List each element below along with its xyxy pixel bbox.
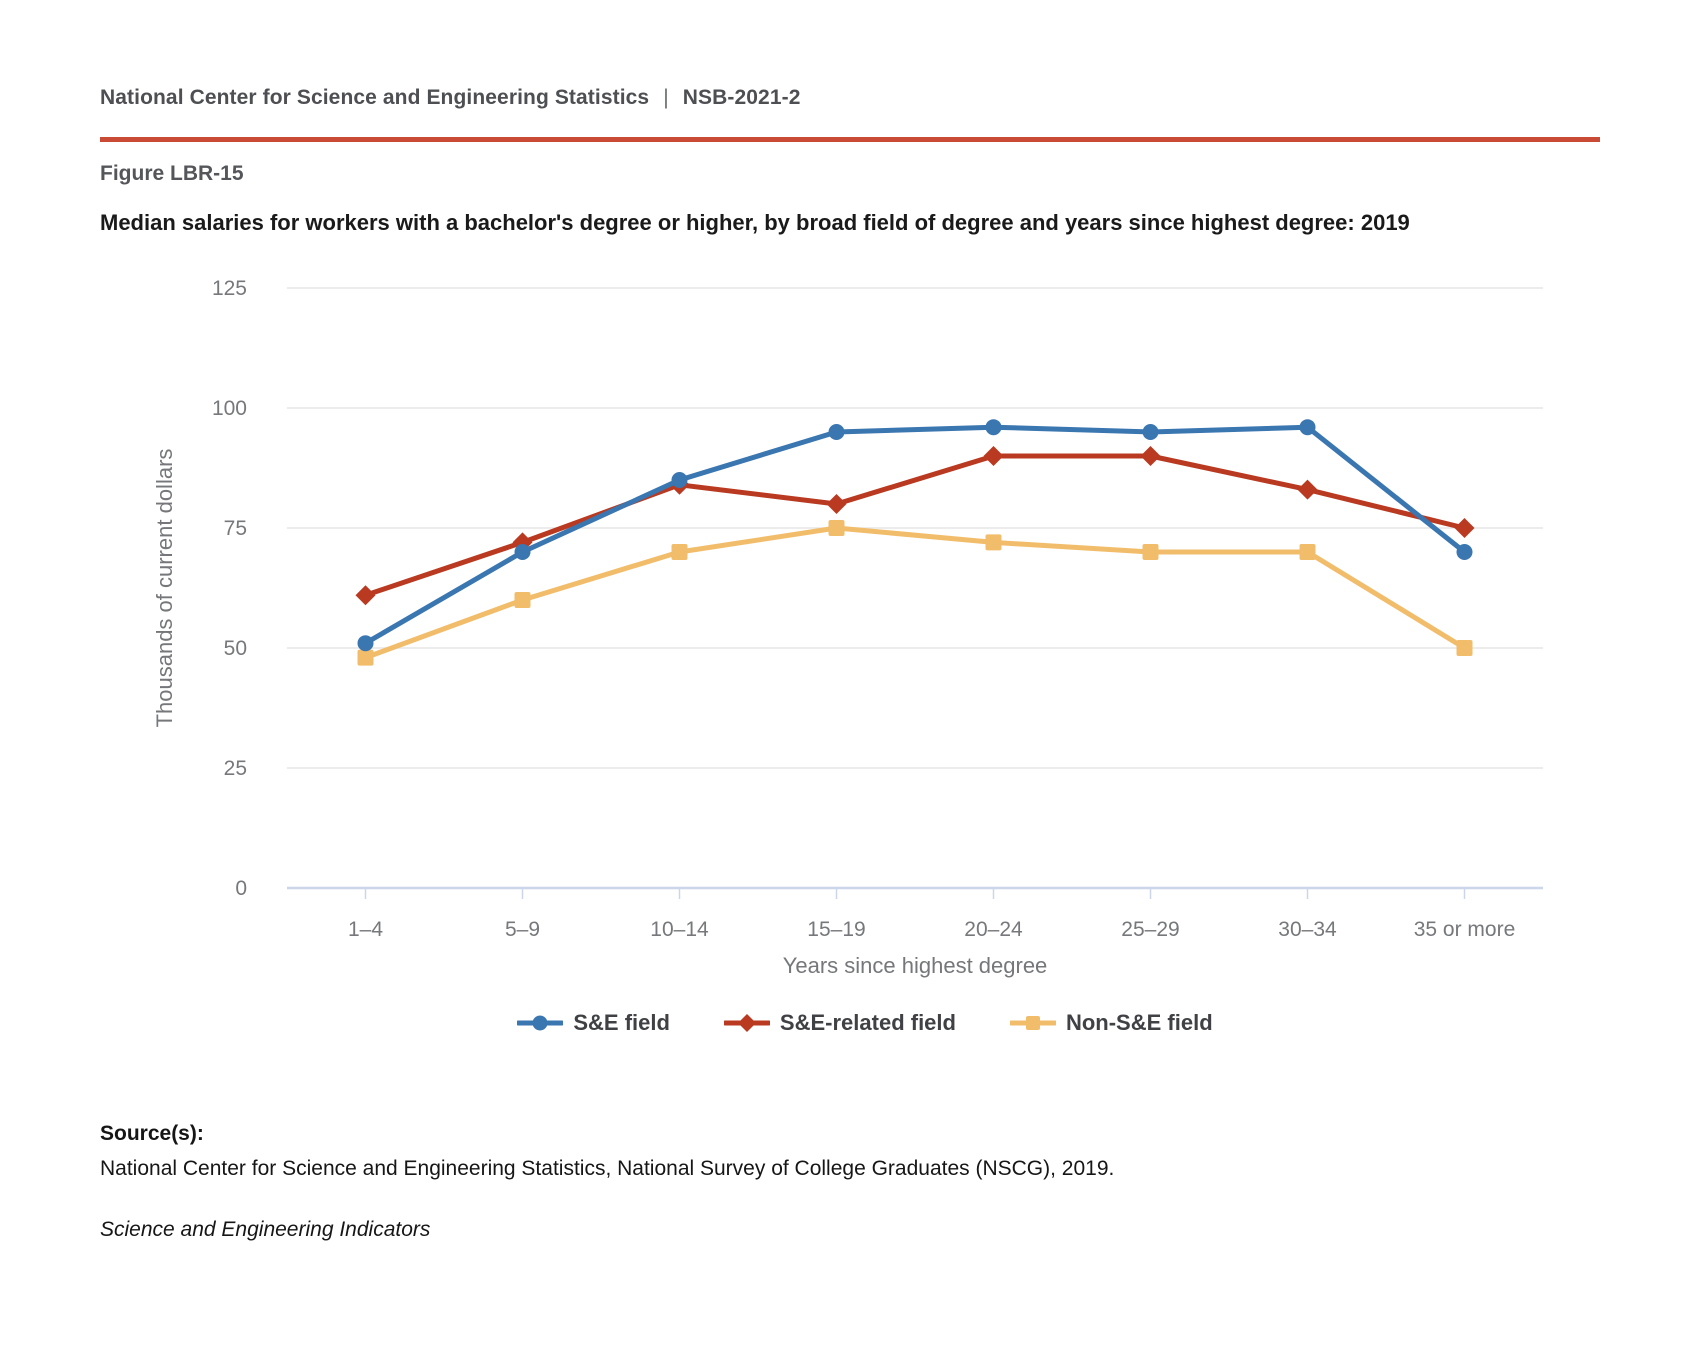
legend-marker-se-field: [517, 1015, 564, 1031]
marker-se-field-6[interactable]: [1299, 419, 1316, 436]
marker-se-field-5[interactable]: [1142, 424, 1159, 440]
source-block: Source(s): National Center for Science a…: [0, 1122, 1700, 1242]
header-separator: |: [663, 86, 669, 109]
series-non-se-field: [357, 520, 1473, 666]
source-credit: Science and Engineering Indicators: [100, 1218, 431, 1242]
marker-se-field-1[interactable]: [514, 544, 531, 560]
marker-non-se-field-2[interactable]: [671, 544, 688, 560]
legend-marker-non-se-field: [1009, 1016, 1056, 1030]
marker-non-se-field-0[interactable]: [357, 649, 374, 666]
legend-item-se-field[interactable]: S&E field: [517, 1010, 670, 1036]
marker-se-field-7[interactable]: [1456, 544, 1473, 560]
legend-marker-se-related-field: [723, 1014, 770, 1032]
marker-se-related-field-6[interactable]: [1297, 479, 1318, 500]
x-tick-label-1-4: 1–4: [348, 918, 383, 941]
x-tick-label-15-19: 15–19: [807, 918, 865, 941]
marker-non-se-field-5[interactable]: [1142, 544, 1159, 560]
x-tick-label-20-24: 20–24: [964, 918, 1023, 941]
series-line-se-field: [363, 424, 1467, 646]
header-report-code: NSB-2021-2: [682, 86, 801, 109]
marker-se-related-field-5[interactable]: [1140, 446, 1161, 466]
source-text: National Center for Science and Engineer…: [100, 1157, 1115, 1180]
y-tick-label-75: 75: [224, 517, 247, 540]
marker-se-field-3[interactable]: [828, 424, 845, 440]
series-line-se-related-field: [363, 453, 1467, 598]
marker-se-related-field-0[interactable]: [355, 585, 376, 606]
y-tick-label-0: 0: [235, 877, 247, 900]
marker-non-se-field-6[interactable]: [1299, 544, 1316, 560]
y-tick-label-25: 25: [224, 757, 247, 780]
y-tick-label-50: 50: [224, 637, 247, 660]
page-header: National Center for Science and Engineer…: [0, 0, 1700, 110]
marker-non-se-field-1[interactable]: [514, 592, 531, 608]
legend-item-se-related-field[interactable]: S&E-related field: [723, 1010, 956, 1036]
y-tick-label-100: 100: [212, 397, 247, 420]
x-tick-label-10-14: 10–14: [650, 918, 709, 941]
series-line-non-se-field: [363, 525, 1467, 661]
legend-item-non-se-field[interactable]: Non-S&E field: [1009, 1010, 1213, 1036]
legend-label-se-related-field: S&E-related field: [779, 1010, 956, 1035]
figure-title: Median salaries for workers with a bache…: [100, 210, 1410, 235]
rule-wrap: [0, 137, 1700, 142]
source-heading: Source(s):: [100, 1122, 204, 1145]
series-se-related-field: [355, 446, 1475, 606]
legend-label-non-se-field: Non-S&E field: [1065, 1010, 1213, 1035]
x-tick-label-30-34: 30–34: [1278, 918, 1337, 941]
y-axis-title: Thousands of current dollars: [152, 449, 177, 728]
header-org: National Center for Science and Engineer…: [100, 86, 650, 109]
x-tick-label-5-9: 5–9: [505, 918, 540, 941]
x-axis-title: Years since highest degree: [783, 953, 1048, 978]
chart-legend: S&E field S&E-related field Non-S&E field: [15, 1010, 1700, 1036]
x-tick-label-25-29: 25–29: [1121, 918, 1179, 941]
y-tick-label-125: 125: [212, 277, 247, 300]
marker-se-field-4[interactable]: [985, 419, 1002, 436]
salary-line-chart: 0 25 50 75 100 125 1–4 5–9 10–14 15–19 20–24 25–29 3…: [152, 277, 1543, 978]
marker-non-se-field-4[interactable]: [985, 534, 1002, 551]
marker-non-se-field-7[interactable]: [1456, 640, 1473, 656]
x-tick-label-35-or-more: 35 or more: [1414, 918, 1516, 941]
accent-rule: [100, 137, 1600, 142]
marker-se-related-field-4[interactable]: [983, 446, 1004, 466]
marker-se-related-field-3[interactable]: [826, 494, 847, 514]
marker-se-related-field-7[interactable]: [1454, 518, 1475, 538]
marker-se-related-field-1[interactable]: [512, 532, 533, 553]
marker-se-field-0[interactable]: [357, 635, 374, 652]
marker-non-se-field-3[interactable]: [828, 520, 845, 536]
figure-label: Figure LBR-15: [100, 162, 244, 185]
series-se-field: [357, 419, 1473, 652]
legend-label-se-field: S&E field: [573, 1010, 670, 1035]
marker-se-field-2[interactable]: [671, 472, 688, 488]
